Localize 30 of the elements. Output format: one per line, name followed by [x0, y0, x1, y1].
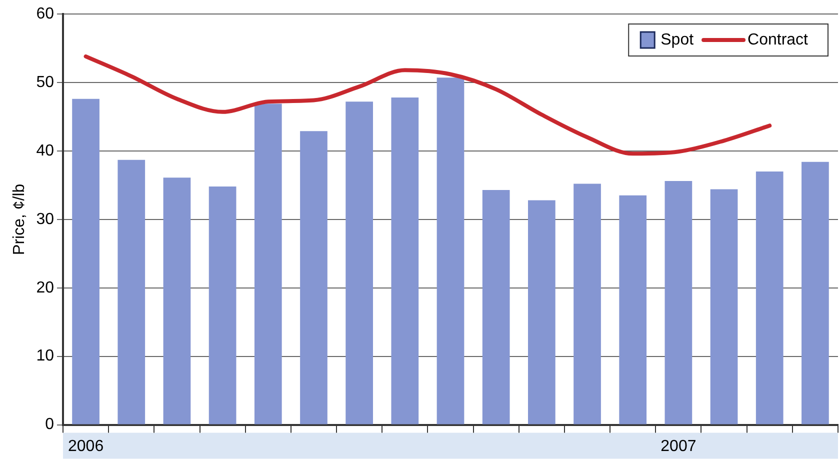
bar	[802, 162, 829, 424]
legend-label: Spot	[660, 31, 694, 48]
line-series	[84, 54, 772, 156]
y-tick-label: 30	[36, 210, 54, 228]
bar	[118, 160, 146, 424]
bar	[346, 102, 373, 424]
y-tick-label: 40	[36, 142, 54, 160]
bar	[528, 200, 556, 424]
bar	[163, 178, 191, 424]
x-tick-label: 2006	[68, 438, 104, 455]
bar	[619, 195, 647, 424]
bar	[300, 131, 328, 424]
bar	[436, 78, 464, 424]
y-tick-label: 0	[45, 416, 54, 434]
bar	[482, 190, 510, 424]
legend-label: Contract	[748, 31, 809, 48]
bar	[710, 189, 738, 424]
bar	[574, 184, 601, 424]
bar	[664, 181, 692, 424]
y-tick-label: 20	[36, 279, 54, 296]
bar	[756, 171, 784, 424]
bar	[72, 98, 100, 424]
y-tick-label: 10	[36, 348, 54, 365]
y-tick-label: 50	[36, 74, 54, 91]
y-tick-label: 60	[36, 5, 54, 22]
x-tick-label: 2007	[660, 438, 696, 455]
bar	[254, 104, 282, 424]
y-axis-title: Price, ¢/lb	[11, 184, 28, 255]
bar	[391, 98, 419, 424]
bar	[208, 186, 236, 424]
